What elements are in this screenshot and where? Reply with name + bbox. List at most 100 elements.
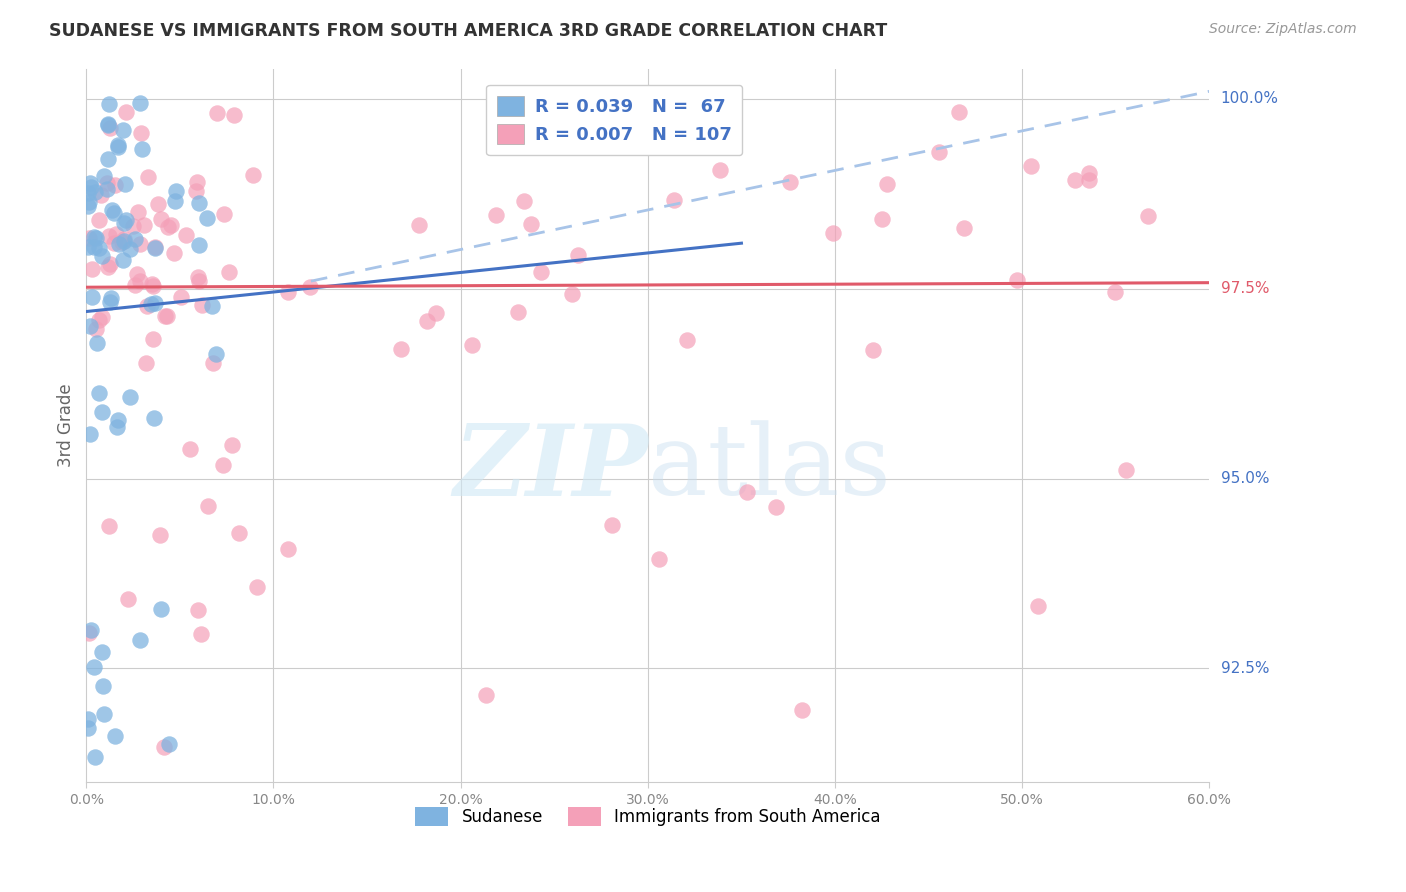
Point: [124, 232, 146, 246]
Point: [80, 623, 103, 637]
Point: [136, 299, 159, 313]
Point: [143, 296, 166, 310]
Point: [100, 291, 122, 305]
Point: [98, 256, 121, 270]
Point: [98, 121, 121, 136]
Point: [165, 194, 187, 208]
Point: [242, 169, 264, 183]
Point: [277, 541, 299, 556]
Point: [90, 645, 112, 659]
Point: [676, 334, 699, 348]
Point: [131, 142, 153, 156]
Point: [1104, 285, 1126, 300]
Point: [84, 185, 107, 199]
Point: [93, 169, 115, 184]
Point: [416, 314, 439, 328]
Point: [506, 305, 529, 319]
Point: [735, 485, 758, 500]
Point: [89, 312, 111, 326]
Point: [115, 213, 138, 227]
Point: [163, 246, 186, 260]
Point: [80, 262, 103, 277]
Point: [129, 96, 152, 111]
Text: 92.5%: 92.5%: [1220, 661, 1270, 676]
Point: [77, 199, 100, 213]
Point: [87, 386, 110, 401]
Point: [97, 519, 120, 533]
Point: [228, 526, 250, 541]
Point: [105, 419, 128, 434]
Point: [101, 203, 124, 218]
Point: [561, 287, 583, 301]
Legend: Sudanese, Immigrants from South America: Sudanese, Immigrants from South America: [406, 798, 889, 835]
Text: ZIP: ZIP: [453, 420, 648, 516]
Point: [129, 632, 152, 647]
Point: [107, 138, 129, 153]
Point: [77, 625, 100, 640]
Point: [97, 96, 120, 111]
Point: [77, 231, 100, 245]
Point: [513, 194, 536, 208]
Point: [709, 163, 731, 178]
Text: 100.0%: 100.0%: [1220, 91, 1278, 106]
Point: [170, 290, 193, 304]
Point: [90, 187, 112, 202]
Point: [118, 242, 141, 256]
Point: [1078, 167, 1101, 181]
Text: 95.0%: 95.0%: [1220, 471, 1270, 486]
Point: [97, 260, 120, 274]
Point: [104, 729, 127, 743]
Point: [77, 239, 100, 253]
Point: [662, 193, 685, 207]
Point: [91, 249, 114, 263]
Point: [408, 218, 430, 232]
Point: [1115, 463, 1137, 477]
Point: [425, 306, 447, 320]
Point: [107, 140, 129, 154]
Point: [218, 264, 240, 278]
Point: [197, 500, 219, 514]
Point: [862, 343, 884, 357]
Point: [870, 211, 893, 226]
Point: [79, 427, 101, 442]
Point: [114, 178, 136, 192]
Point: [389, 342, 412, 356]
Point: [530, 265, 553, 279]
Point: [135, 356, 157, 370]
Point: [190, 626, 212, 640]
Point: [79, 319, 101, 334]
Point: [221, 438, 243, 452]
Point: [179, 442, 201, 457]
Point: [150, 212, 173, 227]
Point: [461, 337, 484, 351]
Point: [195, 211, 218, 225]
Point: [1026, 599, 1049, 614]
Point: [165, 184, 187, 198]
Point: [212, 207, 235, 221]
Point: [792, 703, 814, 717]
Point: [111, 123, 134, 137]
Point: [125, 268, 148, 282]
Point: [108, 236, 131, 251]
Point: [84, 231, 107, 245]
Point: [112, 232, 135, 246]
Point: [142, 333, 165, 347]
Y-axis label: 3rd Grade: 3rd Grade: [58, 384, 75, 467]
Text: SUDANESE VS IMMIGRANTS FROM SOUTH AMERICA 3RD GRADE CORRELATION CHART: SUDANESE VS IMMIGRANTS FROM SOUTH AMERIC…: [49, 22, 887, 40]
Point: [112, 253, 135, 268]
Point: [111, 235, 134, 249]
Point: [91, 679, 114, 693]
Point: [602, 517, 624, 532]
Point: [143, 240, 166, 254]
Point: [200, 299, 222, 313]
Point: [129, 274, 152, 288]
Text: Source: ZipAtlas.com: Source: ZipAtlas.com: [1209, 22, 1357, 37]
Point: [104, 178, 127, 193]
Point: [156, 309, 179, 323]
Point: [112, 216, 135, 230]
Point: [150, 602, 173, 616]
Point: [96, 176, 118, 190]
Point: [139, 296, 162, 310]
Point: [160, 218, 183, 232]
Point: [174, 228, 197, 243]
